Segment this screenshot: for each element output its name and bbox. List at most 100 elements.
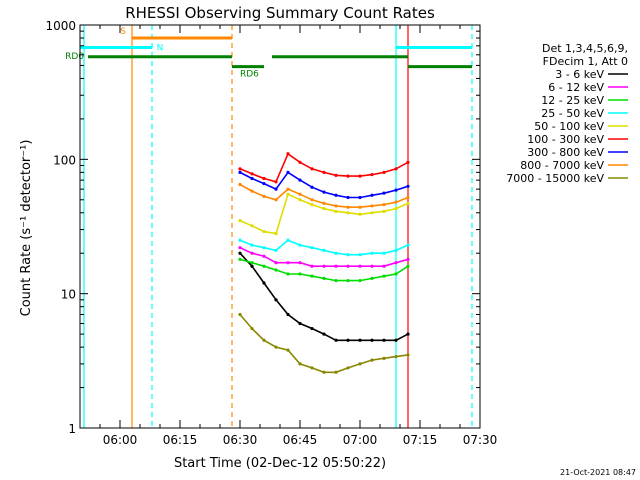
series-2-point-11 [370,276,374,280]
series-0-point-0 [238,251,242,255]
series-8-point-10 [358,362,362,366]
series-7-point-5 [298,192,302,196]
series-6-point-5 [298,178,302,182]
series-3-point-9 [346,253,350,257]
series-5-point-10 [358,174,362,178]
x-tick-label-5: 07:15 [403,433,438,447]
series-5-point-12 [382,170,386,174]
series-5-point-1 [250,172,254,176]
series-7-point-13 [394,200,398,204]
flag-label-rd0: RD0 [65,52,84,62]
legend-header-line-1: Det 1,3,4,5,6,9, [542,42,628,55]
series-1-point-11 [370,264,374,268]
series-4-point-5 [298,198,302,202]
series-5-point-4 [286,152,290,156]
series-7-point-1 [250,189,254,193]
series-8-point-12 [382,356,386,360]
series-0-point-14 [406,332,410,336]
series-2-point-1 [250,261,254,265]
series-3-point-6 [310,246,314,250]
series-6-point-7 [322,190,326,194]
series-2-point-10 [358,279,362,283]
y-axis-label: Count Rate (s⁻¹ detector⁻¹) [19,140,34,317]
series-0-point-11 [370,338,374,342]
series-4-point-12 [382,209,386,213]
series-0-point-5 [298,321,302,326]
legend-label-2: 12 - 25 keV [541,94,604,107]
series-6-point-14 [406,184,410,188]
series-1-point-3 [274,261,278,265]
series-4-point-11 [370,211,374,215]
series-1-point-1 [250,251,254,255]
series-5-point-0 [238,167,242,171]
series-7-point-0 [238,182,242,187]
legend-label-3: 25 - 50 keV [541,107,604,120]
series-3-point-3 [274,248,278,252]
series-4-point-8 [334,209,338,213]
series-2-point-8 [334,279,338,283]
flag-label-s: S [120,27,126,37]
series-7-point-10 [358,205,362,209]
series-8-point-8 [334,370,338,374]
series-4-point-4 [286,192,290,196]
series-7-point-8 [334,204,338,208]
series-4-point-13 [394,206,398,211]
plot-area: S N RD0 RD6 06:00 06:15 06:30 06:45 07:00 07:15 07… [45,19,497,447]
series-line-8 [239,313,409,374]
series-3-point-10 [358,253,362,257]
series-0-point-7 [322,332,326,336]
series-6-point-11 [370,193,374,197]
legend: Det 1,3,4,5,6,9, FDecim 1, Att 0 3 - 6 k… [506,42,628,185]
series-0-point-8 [334,338,338,342]
series-4-point-0 [238,218,242,223]
series-5-point-5 [298,160,302,164]
x-tick-label-4: 07:00 [343,433,378,447]
legend-label-1: 6 - 12 keV [548,81,604,94]
series-3-point-13 [394,248,398,252]
series-3-point-11 [370,251,374,255]
series-2-point-7 [322,276,326,280]
series-8-point-4 [286,348,290,352]
series-1-point-10 [358,264,362,268]
series-2-point-14 [406,264,410,268]
series-4-point-1 [250,224,254,228]
series-1-point-5 [298,261,302,265]
series-5-point-14 [406,160,410,164]
series-7-point-3 [274,198,278,202]
x-tick-label-1: 06:15 [163,433,198,447]
series-5-point-6 [310,167,314,171]
series-8-point-13 [394,355,398,359]
series-7-point-11 [370,204,374,208]
y-tick-label-1: 10 [61,288,76,302]
series-2-point-2 [262,264,266,268]
series-4-point-2 [262,229,266,234]
legend-label-4: 50 - 100 keV [534,120,604,133]
y-tick-label-0: 1 [68,422,76,436]
y-tick-label-2: 100 [53,153,76,167]
chart-title: RHESSI Observing Summary Count Rates [125,4,435,22]
series-6-point-2 [262,181,266,186]
series-8-point-3 [274,345,278,349]
series-3-point-12 [382,251,386,255]
series-5-point-3 [274,180,278,184]
series-0-point-6 [310,326,314,331]
series-6-point-0 [238,170,242,174]
series-3-point-0 [238,238,242,242]
series-0-point-1 [250,264,254,268]
series-2-point-0 [238,257,242,261]
series-line-4 [239,193,409,235]
series-0-point-13 [394,338,398,342]
series-0-point-2 [262,281,266,285]
series-2-point-12 [382,274,386,278]
series-3-point-8 [334,251,338,255]
series-7-point-4 [286,187,290,191]
x-tick-label-3: 06:45 [283,433,318,447]
series-0-point-9 [346,338,350,342]
series-6-point-12 [382,191,386,195]
x-tick-label-2: 06:30 [223,433,258,447]
series-6-point-13 [394,188,398,192]
series-6-point-4 [286,170,290,174]
series-6-point-10 [358,195,362,200]
legend-label-5: 100 - 300 keV [527,133,604,146]
